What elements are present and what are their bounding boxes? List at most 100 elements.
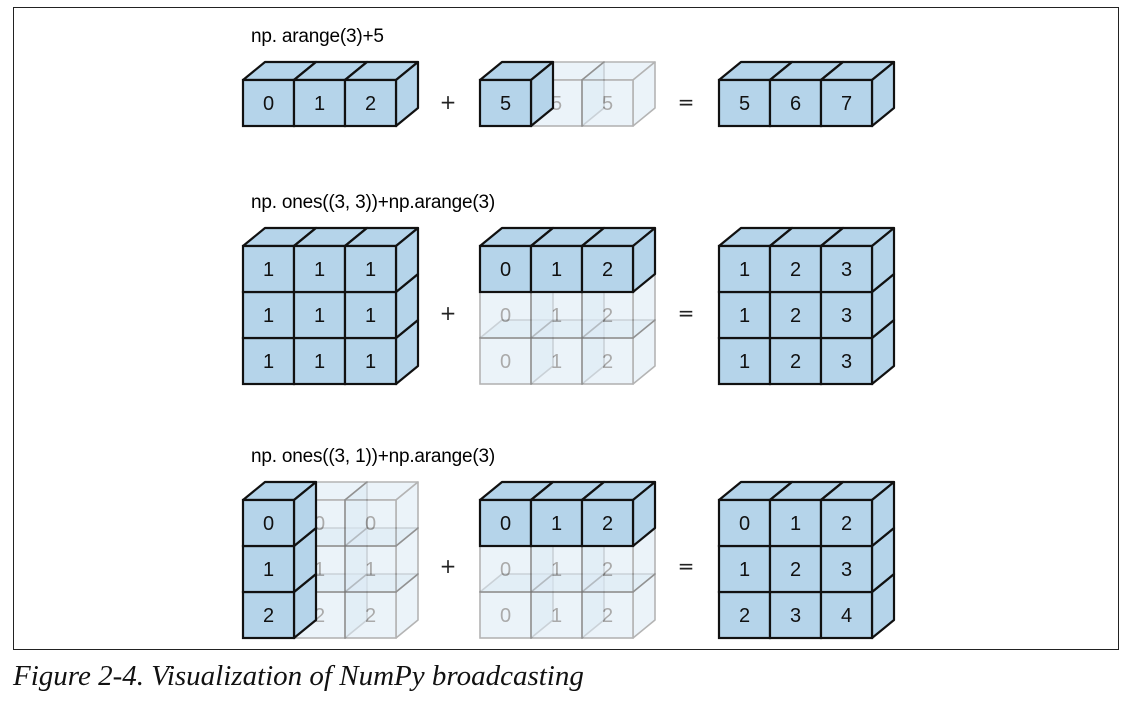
row-1-equals-operator: = xyxy=(677,90,695,114)
row-3-result-cube-r2-c0-front xyxy=(717,590,772,640)
row-2-result-cube-r2-c2-front xyxy=(819,336,874,386)
row-3-plus-operator: + xyxy=(439,554,457,578)
row-3-left-array: 2 2 1 1 0 0 2 1 0 xyxy=(241,480,419,640)
row-2-left-cube-r0-c0-front xyxy=(241,244,296,294)
row-2-left-cube-r0-c2-front xyxy=(343,244,398,294)
row-2-result-cube-r1-c1-value: 2 xyxy=(790,305,801,327)
row-3-middle-cube-r0-c2: 2 xyxy=(580,480,657,548)
row-1-middle-cube-r0-c0: 5 xyxy=(478,60,555,128)
row-2-middle-cube-r1-c0-value: 0 xyxy=(500,305,511,327)
row-1-middle-cube-r0-c2: 5 xyxy=(581,61,656,127)
row-2-left-cube-r1-c1-front xyxy=(292,290,347,340)
row-3-left-cube-r0-c2-front xyxy=(344,499,397,547)
row-2-left-cube-r1-c1-value: 1 xyxy=(314,305,325,327)
row-2-middle-cube-r0-c1-front xyxy=(529,244,584,294)
row-3-result-cube-r1-c1-front xyxy=(768,544,823,594)
row-1-left-cube-r0-c2: 2 xyxy=(343,60,420,128)
row-2-left-cube-r0-c1-value: 1 xyxy=(314,259,325,281)
row-3-result-cube-r0-c0-front xyxy=(717,498,772,548)
row-3-result-cube-r1-c2-value: 3 xyxy=(841,559,852,581)
row-3-left-cube-r1-c2-front xyxy=(344,545,397,593)
row-3-middle-cube-r2-c1-front xyxy=(530,591,583,639)
row-1-result-cube-r0-c2-value: 7 xyxy=(841,93,852,115)
row-1-result-cube-r0-c2-front xyxy=(819,78,874,128)
row-2-middle-cube-r0-c0-front xyxy=(478,244,533,294)
row-2-middle-cube-r2-c0-value: 0 xyxy=(500,351,511,373)
row-3-left-cube-r1-c1-value: 1 xyxy=(314,559,325,581)
row-2-result-cube-r0-c1-value: 2 xyxy=(790,259,801,281)
row-3-left-cube-r2-c0-front xyxy=(241,590,296,640)
row-3-left-cube-r0-c0-value: 0 xyxy=(263,513,274,535)
row-3-result-cube-r0-c2: 2 xyxy=(819,480,896,548)
row-1-middle-array: 5 5 5 xyxy=(478,60,656,128)
row-2-middle-cube-r0-c1-value: 1 xyxy=(551,259,562,281)
row-1-left-cube-r0-c0-value: 0 xyxy=(263,93,274,115)
row-2-left-cube-r1-c2-front xyxy=(343,290,398,340)
row-2-left-cube-r0-c2: 1 xyxy=(343,226,420,294)
row-2-middle-cube-r1-c0-front xyxy=(479,291,532,339)
row-3-result-cube-r2-c2-value: 4 xyxy=(841,605,852,627)
row-3-middle-cube-r0-c1-value: 1 xyxy=(551,513,562,535)
row-2-left-array: 1 1 1 1 1 1 1 1 1 xyxy=(241,226,420,386)
row-1-result-cube-r0-c1-value: 6 xyxy=(790,93,801,115)
row-3-equals-operator: = xyxy=(677,554,695,578)
figure-caption: Figure 2-4. Visualization of NumPy broad… xyxy=(13,660,584,692)
row-3-middle-cube-r0-c0-front xyxy=(478,498,533,548)
row-2-plus-operator: + xyxy=(439,301,457,325)
row-3-result-array: 2 3 4 1 2 3 0 1 2 xyxy=(717,480,896,640)
row-1-result-array: 5 6 7 xyxy=(717,60,896,128)
row-2-label: np. ones((3, 3))+np.arange(3) xyxy=(251,192,495,213)
row-2-result-cube-r2-c0-value: 1 xyxy=(739,351,750,373)
row-1-plus-operator: + xyxy=(439,90,457,114)
row-1-label: np. arange(3)+5 xyxy=(251,26,384,47)
row-1-result-cube-r0-c0-front xyxy=(717,78,772,128)
row-3-result-cube-r2-c1-value: 3 xyxy=(790,605,801,627)
row-3-middle-cube-r0-c2-front xyxy=(580,498,635,548)
row-2-result-cube-r2-c1-front xyxy=(768,336,823,386)
row-2-middle-cube-r0-c0-value: 0 xyxy=(500,259,511,281)
row-3-left-cube-r1-c0-value: 1 xyxy=(263,559,274,581)
row-3-left-cube-r0-c2-value: 0 xyxy=(365,513,376,535)
row-3-result-cube-r0-c2-value: 2 xyxy=(841,513,852,535)
row-2-middle-cube-r2-c2-value: 2 xyxy=(602,351,613,373)
row-3-left-cube-r2-c0-value: 2 xyxy=(263,605,274,627)
row-2-middle-cube-r1-c1-value: 1 xyxy=(551,305,562,327)
row-2-result-cube-r1-c1-front xyxy=(768,290,823,340)
row-1-middle-cube-r0-c1-value: 5 xyxy=(551,93,562,115)
row-2-result-array: 1 2 3 1 2 3 1 2 3 xyxy=(717,226,896,386)
row-1-left-cube-r0-c1-value: 1 xyxy=(314,93,325,115)
row-3-left-cube-r1-c2-value: 1 xyxy=(365,559,376,581)
row-2-middle-cube-r0-c2-front xyxy=(580,244,635,294)
row-1-left-cube-r0-c2-value: 2 xyxy=(365,93,376,115)
row-3-left-cube-r0-c0: 0 xyxy=(241,480,318,548)
row-2-middle-cube-r1-c2-front xyxy=(581,291,634,339)
row-3-middle-cube-r0-c0-value: 0 xyxy=(500,513,511,535)
row-1-result-cube-r0-c1-front xyxy=(768,78,823,128)
row-1-left-cube-r0-c2-front xyxy=(343,78,398,128)
row-3-middle-array: 0 1 2 0 1 2 0 1 2 xyxy=(478,480,657,639)
row-3-left-cube-r0-c0-front xyxy=(241,498,296,548)
row-2-middle-cube-r0-c2-value: 2 xyxy=(602,259,613,281)
row-3-middle-cube-r0-c2-value: 2 xyxy=(602,513,613,535)
row-1-middle-cube-r0-c2-front xyxy=(581,79,634,127)
row-2-result-cube-r0-c2-front xyxy=(819,244,874,294)
row-3-left-cube-r0-c2: 0 xyxy=(344,481,419,547)
row-1-left-cube-r0-c1-front xyxy=(292,78,347,128)
row-1-middle-cube-r0-c0-front xyxy=(478,78,533,128)
row-2-result-cube-r0-c2-value: 3 xyxy=(841,259,852,281)
row-3-middle-cube-r2-c0-front xyxy=(479,591,532,639)
row-2-left-cube-r0-c1-front xyxy=(292,244,347,294)
row-2-left-cube-r2-c0-value: 1 xyxy=(263,351,274,373)
row-3-left-cube-r0-c1-value: 0 xyxy=(314,513,325,535)
row-2-result-cube-r1-c2-value: 3 xyxy=(841,305,852,327)
row-2-left-cube-r1-c2-value: 1 xyxy=(365,305,376,327)
row-3-middle-cube-r1-c1-value: 1 xyxy=(551,559,562,581)
row-2-result-cube-r1-c2-front xyxy=(819,290,874,340)
row-2-middle-array: 0 1 2 0 1 2 0 1 2 xyxy=(478,226,657,385)
row-2-middle-cube-r0-c2: 2 xyxy=(580,226,657,294)
row-3-result-cube-r1-c0-value: 1 xyxy=(739,559,750,581)
row-3-middle-cube-r0-c1-front xyxy=(529,498,584,548)
row-1-result-cube-r0-c0-value: 5 xyxy=(739,93,750,115)
row-2-result-cube-r1-c0-value: 1 xyxy=(739,305,750,327)
